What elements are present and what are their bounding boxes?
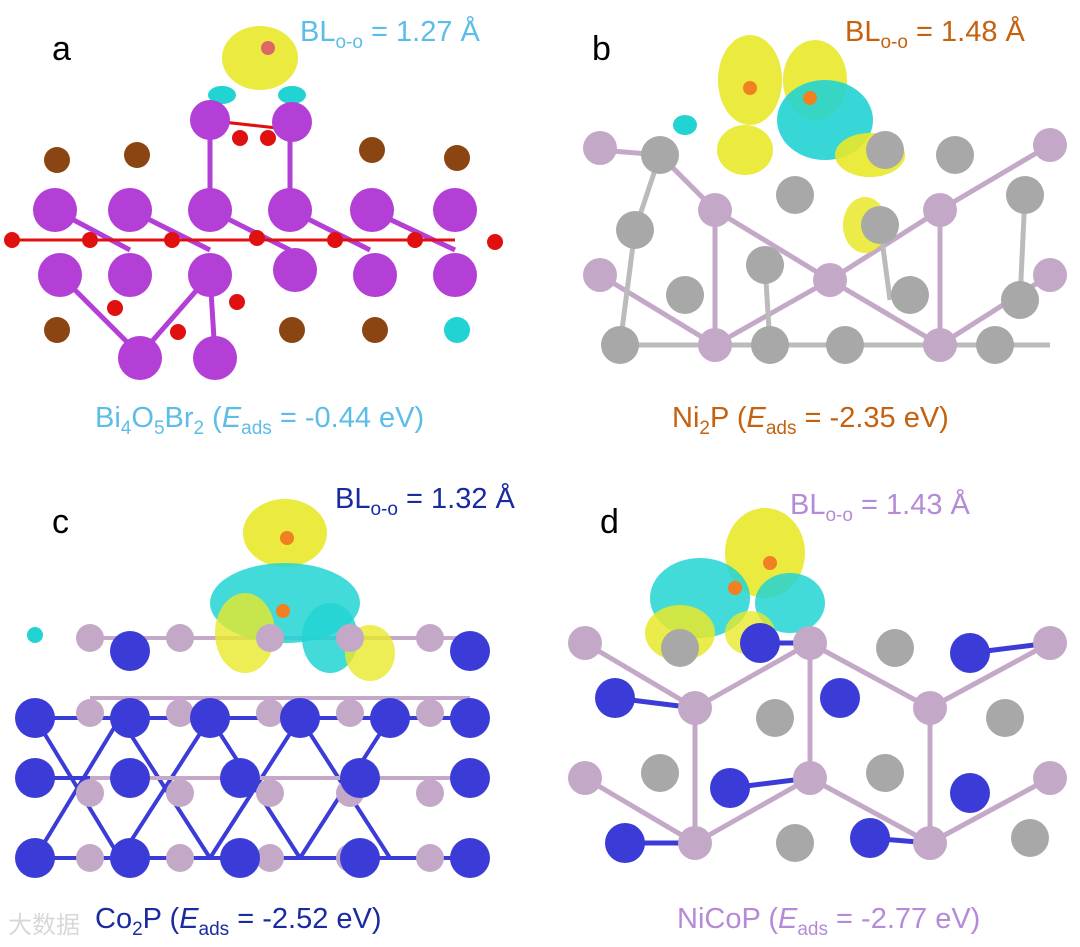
panel-b: b BLo-o = 1.48 Å Ni2P (Eads = -2.35 eV) bbox=[540, 0, 1080, 473]
panel-caption: Co2P (Eads = -2.52 eV) bbox=[95, 903, 382, 940]
nicop-structure bbox=[568, 508, 1067, 863]
bond-length-label: BLo-o = 1.27 Å bbox=[300, 16, 480, 53]
bond-length-label: BLo-o = 1.43 Å bbox=[790, 489, 970, 526]
panel-caption: NiCoP (Eads = -2.77 eV) bbox=[677, 903, 981, 940]
panel-letter: a bbox=[52, 30, 71, 68]
panel-d: d BLo-o = 1.43 Å NiCoP (Eads = -2.77 eV) bbox=[540, 473, 1080, 946]
panel-letter: c bbox=[52, 503, 69, 541]
panel-caption: Ni2P (Eads = -2.35 eV) bbox=[672, 402, 949, 439]
co2p-structure bbox=[15, 499, 490, 878]
panel-caption: Bi4O5Br2 (Eads = -0.44 eV) bbox=[95, 402, 425, 439]
bi4o5br2-structure bbox=[4, 26, 503, 380]
panel-letter: b bbox=[592, 30, 611, 68]
panel-letter: d bbox=[600, 503, 619, 541]
watermark: 大数据 bbox=[8, 912, 80, 939]
ni2p-structure bbox=[583, 35, 1067, 364]
panel-a: a BLo-o = 1.27 Å Bi4O5Br2 (Eads = -0.44 … bbox=[0, 0, 540, 473]
bond-length-label: BLo-o = 1.32 Å bbox=[335, 483, 515, 520]
bond-length-label: BLo-o = 1.48 Å bbox=[845, 16, 1025, 53]
panel-c: c BLo-o = 1.32 Å Co2P (Eads = -2.52 eV) bbox=[0, 473, 540, 946]
